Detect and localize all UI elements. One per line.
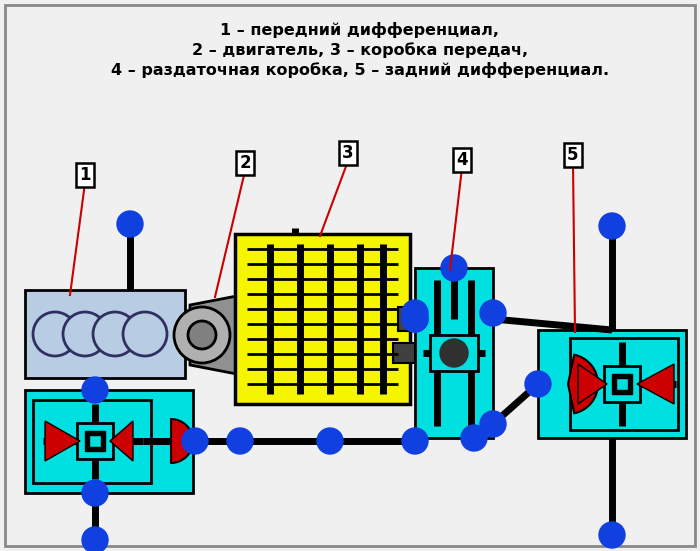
Circle shape — [599, 213, 625, 239]
Circle shape — [599, 522, 625, 548]
Text: 1: 1 — [79, 166, 91, 184]
Circle shape — [317, 428, 343, 454]
Bar — [570, 338, 678, 430]
Bar — [616, 378, 628, 390]
Bar — [89, 435, 101, 447]
Bar — [25, 390, 193, 493]
Circle shape — [480, 300, 506, 326]
Polygon shape — [45, 421, 80, 461]
Bar — [415, 268, 493, 438]
Polygon shape — [190, 295, 242, 375]
Bar — [612, 374, 632, 394]
Bar — [393, 343, 415, 363]
Bar — [77, 423, 113, 459]
Circle shape — [461, 425, 487, 451]
Wedge shape — [568, 355, 598, 413]
Polygon shape — [578, 364, 607, 404]
Polygon shape — [110, 421, 133, 461]
Circle shape — [402, 428, 428, 454]
Circle shape — [480, 411, 506, 437]
Bar — [538, 330, 686, 438]
Bar — [25, 290, 185, 378]
Bar — [85, 431, 105, 451]
Text: 4: 4 — [456, 151, 468, 169]
Bar — [604, 366, 640, 402]
Bar — [398, 307, 416, 331]
Circle shape — [441, 255, 467, 281]
Text: 3: 3 — [342, 144, 354, 162]
Circle shape — [402, 306, 428, 332]
Circle shape — [440, 339, 468, 367]
Bar — [430, 335, 478, 371]
Wedge shape — [171, 419, 193, 463]
Circle shape — [93, 312, 137, 356]
Text: 1 – передний дифференциал,: 1 – передний дифференциал, — [220, 22, 500, 38]
Text: 5: 5 — [567, 146, 579, 164]
Bar — [33, 400, 151, 483]
Text: 2: 2 — [239, 154, 251, 172]
Circle shape — [63, 312, 107, 356]
Circle shape — [182, 428, 208, 454]
Circle shape — [123, 312, 167, 356]
Circle shape — [33, 312, 77, 356]
Circle shape — [82, 527, 108, 551]
Circle shape — [188, 321, 216, 349]
Polygon shape — [637, 364, 674, 404]
Circle shape — [82, 480, 108, 506]
Circle shape — [82, 377, 108, 403]
Circle shape — [117, 211, 143, 237]
Circle shape — [227, 428, 253, 454]
Circle shape — [525, 371, 551, 397]
Text: 2 – двигатель, 3 – коробка передач,: 2 – двигатель, 3 – коробка передач, — [192, 42, 528, 58]
Circle shape — [174, 307, 230, 363]
Circle shape — [402, 306, 428, 332]
Text: 4 – раздаточная коробка, 5 – задний дифференциал.: 4 – раздаточная коробка, 5 – задний дифф… — [111, 62, 609, 78]
Bar — [235, 234, 410, 404]
Circle shape — [402, 300, 428, 326]
